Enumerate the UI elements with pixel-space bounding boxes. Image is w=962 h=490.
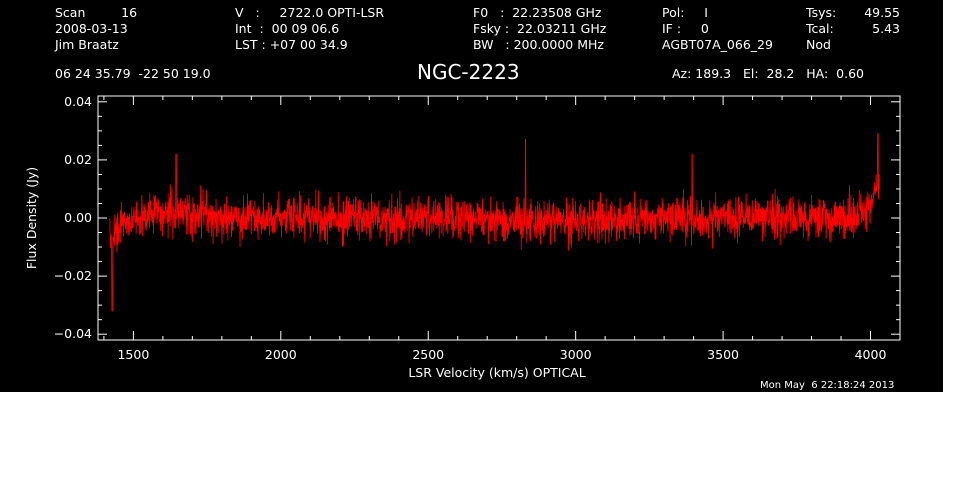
y-tick-label: −0.04	[54, 326, 92, 341]
coordinates-label: 06 24 35.79 -22 50 19.0	[55, 66, 211, 81]
source-name: NGC-2223	[417, 60, 520, 84]
y-tick-label: 0.00	[64, 210, 92, 225]
scan-label: Scan 16	[55, 5, 138, 20]
x-tick-label: 3000	[560, 347, 592, 362]
fsky-label: Fsky : 22.03211 GHz	[473, 21, 607, 36]
x-tick-label: 1500	[117, 347, 149, 362]
date-label: 2008-03-13	[55, 21, 128, 36]
y-tick-label: 0.04	[64, 94, 92, 109]
x-tick-label: 2000	[265, 347, 297, 362]
f0-label: F0 : 22.23508 GHz	[473, 5, 602, 20]
x-tick-label: 4000	[855, 347, 887, 362]
tsys-label: Tsys:	[806, 5, 837, 20]
spectrum-series-layer	[109, 133, 880, 312]
spectrum-line	[109, 133, 880, 312]
observer-label: Jim Braatz	[55, 37, 119, 52]
tcal-value: 5.43	[872, 21, 900, 36]
tick-layer: 1500 2000 2500 3000 3500 4000 −0.04 −0.02 0.00 0.…	[54, 94, 901, 362]
project-label: AGBT07A_066_29	[662, 37, 773, 52]
y-tick-label: −0.02	[54, 268, 92, 283]
plot-panel	[0, 0, 943, 392]
bandwidth-label: BW : 200.0000 MHz	[473, 37, 604, 52]
tsys-value: 49.55	[864, 5, 900, 20]
x-tick-label: 3500	[707, 347, 739, 362]
x-axis-label: LSR Velocity (km/s) OPTICAL	[408, 365, 585, 380]
if-label: IF : 0	[662, 21, 709, 36]
velocity-label: V : 2722.0 OPTI-LSR	[235, 5, 385, 20]
az-el-ha-label: Az: 189.3 El: 28.2 HA: 0.60	[672, 66, 865, 81]
x-tick-label: 2500	[412, 347, 444, 362]
y-axis-label: Flux Density (Jy)	[24, 167, 39, 269]
plot-timestamp: Mon May 6 22:18:24 2013	[760, 380, 895, 391]
y-tick-label: 0.02	[64, 152, 92, 167]
lst-label: LST : +07 00 34.9	[235, 37, 348, 52]
tcal-label: Tcal:	[806, 21, 834, 36]
pol-label: Pol: I	[662, 5, 708, 20]
nod-label: Nod	[806, 37, 831, 52]
integration-label: Int : 00 09 06.6	[235, 21, 340, 36]
